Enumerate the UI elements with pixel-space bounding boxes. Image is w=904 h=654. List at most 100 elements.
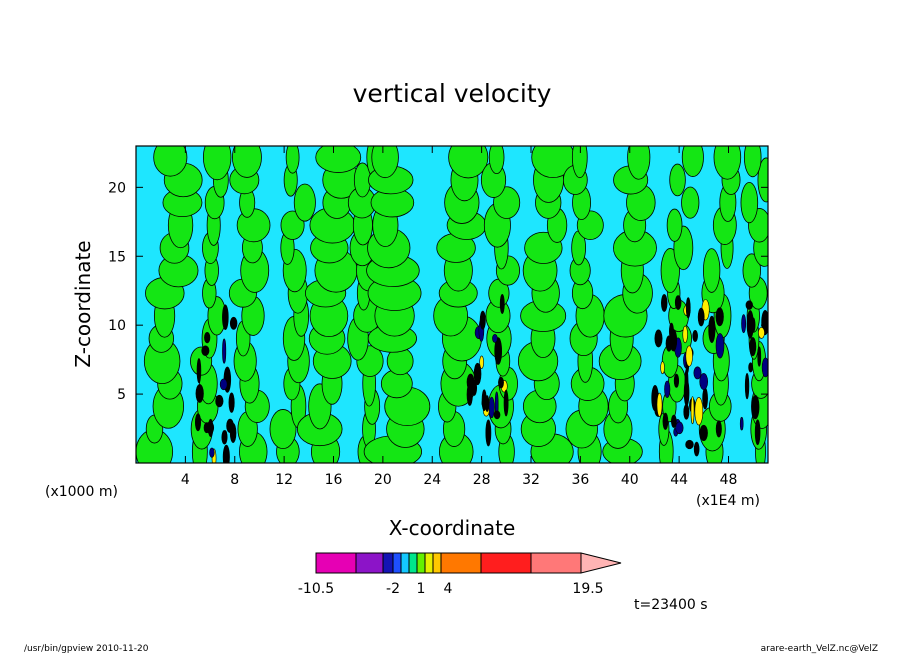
colorbar-swatch	[416, 552, 426, 574]
colorbar-swatch	[315, 552, 357, 574]
convective-cell	[715, 307, 724, 327]
plot-area	[135, 145, 779, 464]
x-tick-label: 36	[571, 472, 589, 488]
convective-cell	[222, 444, 230, 463]
convective-cell	[715, 333, 725, 359]
convective-cell	[494, 337, 503, 365]
convective-cell	[499, 293, 505, 314]
updraft-region	[488, 146, 505, 175]
convective-cell	[229, 316, 238, 330]
colorbar-swatch	[440, 552, 482, 574]
convective-cell	[761, 357, 768, 378]
y-axis-title: Z-coordinate	[71, 240, 95, 367]
x-tick-label: 32	[522, 472, 540, 488]
x-tick-label: 20	[374, 472, 392, 488]
convective-cell	[226, 418, 234, 433]
convective-cell	[757, 346, 762, 367]
convective-cell	[498, 376, 504, 389]
updraft-region	[681, 146, 704, 177]
colorbar-label: 19.5	[572, 581, 603, 597]
convective-cell	[201, 345, 210, 356]
convective-cell	[674, 295, 682, 310]
convective-cell	[479, 355, 484, 369]
x-tick-label: 44	[670, 472, 688, 488]
footer-left: /usr/bin/gpview 2010-11-20	[24, 644, 149, 654]
updraft-region	[742, 253, 761, 288]
colorbar: -10.5 -2 1 4 19.5	[298, 552, 622, 597]
convective-cell	[767, 352, 768, 366]
y-axis: 5 10 15 20	[108, 180, 768, 403]
convective-cell	[683, 404, 690, 420]
convective-cell	[697, 307, 705, 327]
convective-cell	[196, 358, 202, 384]
convective-cell	[708, 315, 716, 343]
convective-cell	[222, 338, 227, 364]
colorbar-swatch	[480, 552, 532, 574]
colorbar-swatch	[408, 552, 418, 574]
y-tick-label: 10	[108, 318, 126, 334]
updraft-region	[448, 146, 489, 179]
convective-cell	[692, 330, 698, 342]
convective-cell	[758, 327, 765, 339]
x-tick-label: 8	[230, 472, 239, 488]
convective-cell	[694, 397, 704, 426]
convective-cell	[690, 396, 695, 425]
colorbar-label: 1	[417, 581, 426, 597]
convective-cell	[715, 420, 722, 438]
convective-cell	[774, 308, 777, 319]
convective-cell	[741, 314, 747, 334]
y-axis-unit: (x1000 m)	[45, 484, 118, 500]
convective-cell	[656, 392, 663, 417]
footer-right: arare-earth_VelZ.nc@VelZ	[761, 644, 878, 654]
convective-cell	[748, 362, 754, 373]
colorbar-label: -2	[386, 581, 400, 597]
convective-cell	[204, 331, 211, 344]
updraft-region	[371, 146, 399, 179]
updraft-region	[280, 210, 305, 240]
convective-cell	[693, 366, 702, 380]
x-tick-label: 24	[423, 472, 441, 488]
convective-cell	[751, 394, 760, 420]
convective-cell	[493, 410, 501, 420]
convective-cell	[223, 430, 228, 443]
time-label: t=23400 s	[634, 597, 708, 613]
plot-frame	[135, 145, 769, 464]
x-tick-label: 12	[275, 472, 293, 488]
y-tick-label: 20	[108, 180, 126, 196]
colorbar-swatch	[400, 552, 410, 574]
updraft-region	[293, 183, 316, 222]
convective-cell	[660, 361, 665, 375]
x-tick-label: 4	[181, 472, 190, 488]
convective-cell	[739, 416, 744, 431]
x-axis-title: X-coordinate	[389, 516, 516, 540]
convective-cell	[194, 413, 202, 432]
convective-cell	[466, 383, 473, 406]
x-tick-label: 28	[473, 472, 491, 488]
convective-cell	[503, 389, 509, 417]
updraft-region	[153, 146, 188, 177]
convective-cell	[770, 313, 777, 321]
convective-cell	[488, 396, 495, 419]
updraft-region	[269, 409, 297, 450]
convective-cell	[664, 380, 671, 398]
colorbar-swatch	[432, 552, 442, 574]
updraft-region	[285, 146, 300, 174]
updraft-region	[669, 163, 686, 197]
updraft-region	[702, 248, 721, 293]
convective-cell	[693, 441, 700, 457]
convective-cell	[473, 362, 482, 386]
convective-cell	[682, 325, 688, 344]
convective-cell	[222, 304, 229, 330]
convective-cell	[654, 329, 663, 348]
convective-cell	[479, 310, 486, 330]
updraft-region	[231, 146, 262, 178]
updraft-region	[666, 208, 683, 242]
convective-cell	[754, 419, 761, 446]
updraft-region	[740, 182, 759, 224]
convective-cell	[775, 321, 779, 339]
convective-cell	[685, 345, 693, 367]
convective-cell	[685, 297, 691, 319]
updraft-region	[202, 146, 232, 181]
convective-cell	[215, 394, 224, 408]
